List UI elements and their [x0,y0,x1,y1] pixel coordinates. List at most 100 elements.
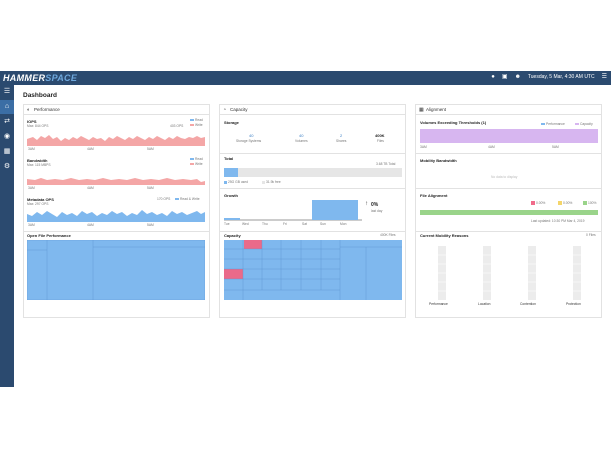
sidebar-objects-icon[interactable]: ▦ [3,148,11,155]
growth-day: Mon [340,222,347,226]
growth-day: Wed [242,222,249,226]
shares-label: Shares [336,139,347,143]
volumes-xtick: 5AM [552,145,559,149]
total-used-fill [224,168,239,177]
mobility-reasons-title: Current Mobility Reasons [420,233,469,238]
capacity-title: Capacity [230,107,248,112]
files-value: 400K [375,133,385,138]
metadata-value: 170 OPS [157,197,171,201]
volumes-legend-performance: Performance [541,122,565,126]
bell-icon[interactable]: ● [491,73,495,80]
sidebar-home-icon[interactable]: ⌂ [0,100,14,114]
open-file-title: Open File Performance [27,233,71,238]
capacity-map-count: 400K Files [380,233,396,237]
growth-day: Thu [262,222,268,226]
iops-xtick: 5AM [147,147,154,151]
mobility-reasons-chart[interactable] [420,246,598,300]
user-add-icon[interactable]: ☻ [514,73,521,80]
menu-icon[interactable]: ☰ [601,74,607,80]
alignment-header: ▦ Alignment [416,105,601,115]
volumes-label: Volumes [295,139,308,143]
total-value: 3.68 TB Total [376,162,396,166]
total-title: Total [224,156,234,161]
current-date[interactable]: Tuesday, 5 Mar, 4:30 AM UTC [527,73,595,80]
volumes-threshold-chart[interactable] [420,129,598,143]
growth-chart[interactable] [224,200,362,228]
file-alignment-legend-1: 0.00% [531,201,545,206]
sidebar-globe-icon[interactable]: ◉ [3,133,11,140]
iops-value: 403 OPS [170,124,184,128]
growth-day: Sun [320,222,326,226]
bandwidth-label: Bandwidth [27,158,48,163]
metadata-max: Max: 297 OPS [27,202,49,206]
performance-title: Performance [34,107,60,112]
file-alignment-legend-2: 0.00% [558,201,572,206]
mobility-bandwidth-title: Mobility Bandwidth [420,158,457,163]
iops-label: IOPS [27,119,37,124]
open-file-treemap[interactable] [27,240,205,300]
files-label: Files [377,139,384,143]
iops-legend-write: Write [190,123,203,127]
volumes-thresholds-title: Volumes Exceeding Thresholds (1) [420,120,487,125]
reason-label-performance: Performance [429,302,448,306]
metadata-label: Metadata OPS [27,197,54,202]
mobility-empty-message: No data to display [491,175,518,179]
bandwidth-max: Max: 115 MBPS [27,163,51,167]
storage-systems-value[interactable]: 40 [249,133,254,138]
logo-text-2: SPACE [45,73,78,83]
bandwidth-xtick: 5AM [147,186,154,190]
volumes-xtick: 4AM [488,145,495,149]
growth-pct: 0% [371,202,379,208]
alignment-title: Alignment [426,107,447,112]
volumes-legend-capacity: Capacity [575,122,593,126]
file-alignment-legend-3: 100% [583,201,596,206]
bandwidth-xtick: 4AM [87,186,94,190]
sidebar-shuffle-icon[interactable]: ⇄ [4,118,10,125]
logo-text-1: HAMMER [3,73,46,83]
capacity-map-title: Capacity [224,233,241,238]
growth-day: Fri [283,222,287,226]
alignment-icon: ▦ [419,107,424,113]
volumes-xtick: 3AM [420,145,427,149]
main-content: Dashboard ◐ Performance IOPS Max: 844 OP… [14,85,611,387]
growth-arrow-icon: ↑ [365,201,368,207]
growth-day: Sat [302,222,307,226]
volumes-value[interactable]: 40 [299,133,304,138]
capacity-panel: ◔ Capacity Storage 40 Storage Systems 40… [219,104,406,318]
capacity-header: ◔ Capacity [220,105,405,115]
growth-day: Tue [224,222,230,226]
app-frame: HAMMERSPACE ● ▣ ☻ Tuesday, 5 Mar, 4:30 A… [0,71,611,387]
sidebar-menu-icon[interactable]: ☰ [3,88,11,95]
total-free-legend: 31.9k free [262,180,281,184]
file-alignment-title: File Alignment [420,193,448,198]
bandwidth-chart[interactable] [27,168,205,185]
capacity-treemap[interactable] [224,240,402,300]
reason-label-contention: Contention [520,302,536,306]
total-usage-bar[interactable] [224,168,402,177]
storage-systems-label: Storage Systems [236,139,262,143]
bandwidth-legend-write: Write [190,162,203,166]
sidebar-gear-icon[interactable]: ⚙ [3,163,11,170]
shares-value[interactable]: 2 [340,133,343,138]
total-used-legend: 25G GB used [224,180,248,184]
mobility-reasons-count: 0 Files [586,233,596,237]
calendar-icon[interactable]: ▣ [501,74,508,80]
metadata-xtick: 5AM [147,223,154,227]
capacity-icon: ◔ [223,107,227,113]
iops-max: Max: 844 OPS [27,124,49,128]
performance-panel: ◐ Performance IOPS Max: 844 OPS 403 OPS … [23,104,210,318]
bandwidth-xtick: 3AM [28,186,35,190]
file-alignment-updated: Last updated: 10:30 PM Mar 4, 2019 [531,219,585,223]
metadata-chart[interactable] [27,205,205,222]
bandwidth-legend-read: Read [190,157,203,161]
iops-chart[interactable] [27,129,205,146]
iops-xtick: 3AM [28,147,35,151]
metadata-xtick: 4AM [87,223,94,227]
alignment-panel: ▦ Alignment Volumes Exceeding Thresholds… [415,104,602,318]
reason-label-location: Location [478,302,491,306]
growth-period: last day [371,209,383,213]
storage-title: Storage [224,120,239,125]
top-bar: HAMMERSPACE ● ▣ ☻ Tuesday, 5 Mar, 4:30 A… [0,71,611,85]
hammerspace-logo[interactable]: HAMMERSPACE [3,73,77,83]
file-alignment-bar[interactable] [420,210,598,215]
